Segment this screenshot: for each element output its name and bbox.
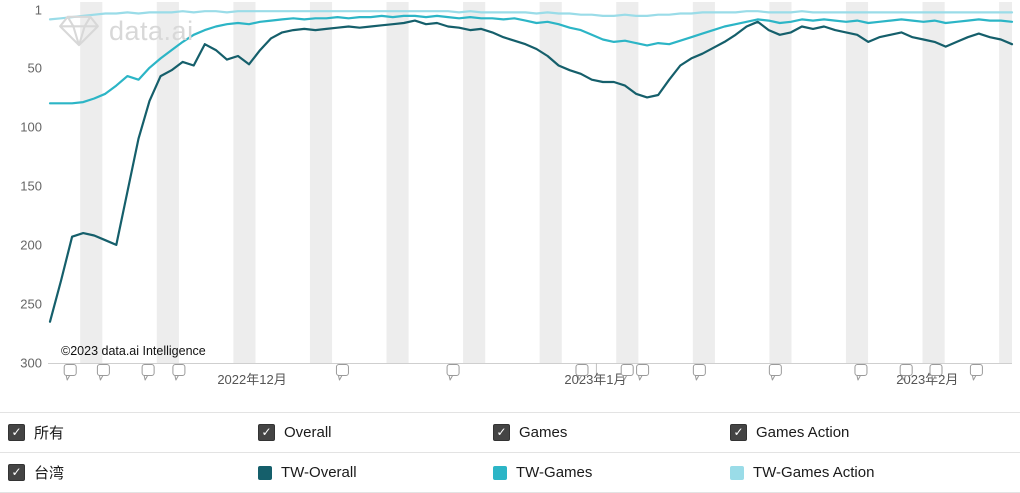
weekend-band xyxy=(539,2,562,363)
y-axis-tick-label: 200 xyxy=(20,237,42,252)
event-marker-icon[interactable] xyxy=(63,364,77,376)
filter-games-action-label: Games Action xyxy=(756,424,850,441)
y-axis-tick-label: 300 xyxy=(20,356,42,371)
weekend-band xyxy=(845,2,869,363)
event-marker-icon[interactable] xyxy=(96,364,110,376)
event-marker-icon[interactable] xyxy=(446,364,460,376)
event-marker-tail-icon xyxy=(448,375,454,381)
tw-games-action-swatch-icon xyxy=(730,465,744,480)
y-axis-tick-label: 50 xyxy=(28,60,42,75)
x-axis-month-label: 2023年1月 xyxy=(564,372,626,387)
event-marker-tail-icon xyxy=(65,375,71,381)
event-marker-tail-icon xyxy=(770,375,776,381)
weekend-band xyxy=(616,2,639,363)
event-marker-icon[interactable] xyxy=(620,364,634,376)
event-marker-tail-icon xyxy=(931,375,937,381)
weekend-band xyxy=(80,2,103,363)
weekend-band xyxy=(692,2,715,363)
filter-games-action[interactable]: ✓ Games Action xyxy=(730,424,1020,441)
event-marker-icon[interactable] xyxy=(929,364,943,376)
legend-row-series: ✓ 台湾 TW-Overall TW-Games TW-Games Action xyxy=(0,453,1020,493)
weekend-band xyxy=(309,2,333,363)
weekend-band xyxy=(233,2,256,363)
weekend-band xyxy=(769,2,792,363)
event-marker-icon[interactable] xyxy=(899,364,913,376)
event-marker-icon[interactable] xyxy=(768,364,782,376)
weekend-band xyxy=(922,2,945,363)
rank-trend-chart: 1 50 100 150 200 250 300 2022年12月 2023年1月 2023年2月… xyxy=(20,2,1014,387)
event-marker-icon[interactable] xyxy=(141,364,155,376)
event-marker-icon[interactable] xyxy=(335,364,349,376)
event-marker-tail-icon xyxy=(694,375,700,381)
weekend-band xyxy=(156,2,179,363)
tw-games-swatch-icon xyxy=(493,465,507,480)
event-marker-tail-icon xyxy=(622,375,628,381)
weekend-band xyxy=(386,2,409,363)
filter-games[interactable]: ✓ Games xyxy=(493,424,730,441)
tw-games-label: TW-Games xyxy=(516,464,593,481)
legend-item-tw-games[interactable]: TW-Games xyxy=(493,464,730,481)
copyright-text: ©2023 data.ai Intelligence xyxy=(61,344,206,358)
checkbox-games-icon[interactable]: ✓ xyxy=(493,424,510,441)
checkbox-games-action-icon[interactable]: ✓ xyxy=(730,424,747,441)
tw-overall-label: TW-Overall xyxy=(281,464,357,481)
event-marker-tail-icon xyxy=(98,375,104,381)
legend-panel: ✓ 所有 ✓ Overall ✓ Games ✓ Games Action ✓ … xyxy=(0,412,1020,493)
event-marker-tail-icon xyxy=(638,375,643,381)
legend-item-tw-games-action[interactable]: TW-Games Action xyxy=(730,464,1020,481)
weekend-band xyxy=(999,2,1012,363)
filter-taiwan-label: 台湾 xyxy=(34,465,65,482)
event-marker-icon[interactable] xyxy=(172,364,186,376)
event-marker-icon[interactable] xyxy=(692,364,706,376)
event-marker-tail-icon xyxy=(174,375,179,381)
filter-overall-label: Overall xyxy=(284,424,332,441)
filter-taiwan[interactable]: ✓ 台湾 xyxy=(8,462,258,483)
y-axis-tick-label: 1 xyxy=(35,3,42,18)
series-line-tw-games xyxy=(48,14,1014,105)
y-axis-tick-label: 100 xyxy=(20,119,42,134)
y-axis-tick-label: 150 xyxy=(20,178,42,193)
tw-games-action-label: TW-Games Action xyxy=(753,464,875,481)
filter-games-label: Games xyxy=(519,424,568,441)
filter-all[interactable]: ✓ 所有 xyxy=(8,422,258,443)
filter-overall[interactable]: ✓ Overall xyxy=(258,424,493,441)
checkbox-taiwan-icon[interactable]: ✓ xyxy=(8,464,25,481)
event-marker-icon[interactable] xyxy=(575,364,589,376)
x-axis-month-label: 2023年2月 xyxy=(896,372,958,387)
event-marker-tail-icon xyxy=(337,375,343,381)
event-marker-tail-icon xyxy=(971,375,977,381)
y-axis-tick-label: 250 xyxy=(20,296,42,311)
legend-row-categories: ✓ 所有 ✓ Overall ✓ Games ✓ Games Action xyxy=(0,413,1020,453)
filter-all-label: 所有 xyxy=(34,425,65,442)
legend-item-tw-overall[interactable]: TW-Overall xyxy=(258,464,493,481)
weekend-band xyxy=(463,2,486,363)
event-marker-tail-icon xyxy=(901,375,907,381)
tw-overall-swatch-icon xyxy=(258,465,272,480)
event-marker-icon[interactable] xyxy=(636,364,650,376)
event-marker-icon[interactable] xyxy=(969,364,983,376)
event-marker-tail-icon xyxy=(577,375,582,381)
event-marker-icon[interactable] xyxy=(854,364,868,376)
x-axis-month-label: 2022年12月 xyxy=(217,372,286,387)
event-marker-tail-icon xyxy=(143,375,149,381)
checkbox-overall-icon[interactable]: ✓ xyxy=(258,424,275,441)
series-line-tw-games-action xyxy=(48,10,1014,21)
series-line-tw-overall xyxy=(48,19,1014,323)
event-marker-tail-icon xyxy=(856,375,861,381)
checkbox-all-icon[interactable]: ✓ xyxy=(8,424,25,441)
